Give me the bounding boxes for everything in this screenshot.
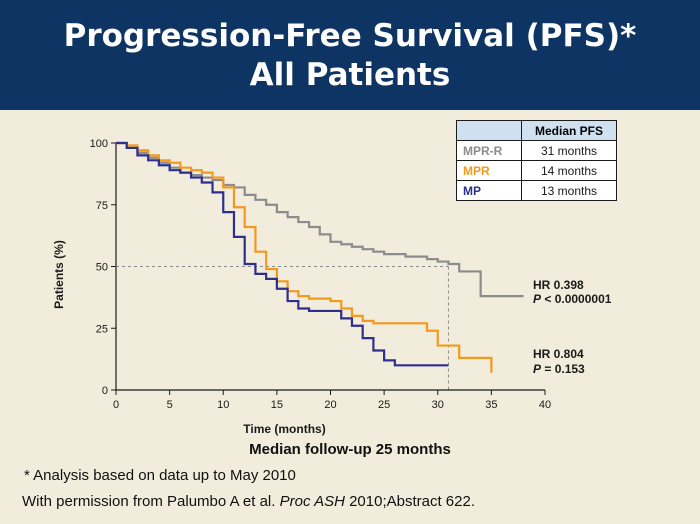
x-axis-label: Time (months)	[243, 422, 325, 436]
y-tick-label: 25	[96, 323, 108, 335]
p-value-mpr-r-label-part: P	[533, 292, 542, 306]
legend-name-mpr: MPR	[456, 160, 522, 181]
followup-note: Median follow-up 25 months	[249, 441, 451, 458]
citation-prefix: With permission from Palumbo A et al.	[22, 493, 280, 510]
legend-name-mp: MP	[456, 180, 522, 201]
x-tick-label: 30	[432, 399, 444, 411]
hr-mpr-vs-mp-label: HR 0.804	[533, 347, 584, 361]
p-value-mpr-label-part: P	[533, 362, 542, 376]
p-value-mpr-r-label-part: < 0.0000001	[541, 292, 612, 306]
x-tick-label: 5	[167, 399, 173, 411]
median-pfs-legend: Median PFS MPR-R 31 months MPR 14 months…	[456, 120, 617, 201]
hr-mpr-r-vs-mp-label-part: HR 0.398	[533, 278, 584, 292]
legend-name-mpr-r: MPR-R	[456, 140, 522, 161]
x-tick-label: 40	[539, 399, 551, 411]
citation-suffix: 2010;Abstract 622.	[344, 493, 475, 510]
pfs-chart: 0 25 50 75 100 0 5 10 15 20 25 30 35 40 Time (months) P…	[52, 138, 612, 436]
footnote: * Analysis based on data up to May 2010	[24, 467, 296, 484]
x-tick-label: 10	[217, 399, 229, 411]
citation: With permission from Palumbo A et al. Pr…	[22, 493, 475, 510]
y-tick-label: 50	[96, 262, 108, 274]
x-tick-label: 0	[113, 399, 119, 411]
y-tick-label: 75	[96, 200, 108, 212]
title-banner	[0, 0, 700, 110]
legend-value-mpr: 14 months	[521, 160, 617, 181]
p-value-mpr-label: P = 0.153	[533, 362, 585, 376]
x-tick-label: 35	[485, 399, 497, 411]
y-axis-label: Patients (%)	[52, 240, 66, 309]
p-value-mpr-r-label: P < 0.0000001	[533, 292, 612, 306]
page-title-line2: All Patients	[249, 57, 451, 93]
page-title-line1: Progression-Free Survival (PFS)*	[63, 18, 637, 54]
hr-mpr-vs-mp-label-part: HR 0.804	[533, 347, 584, 361]
y-tick-label: 0	[102, 385, 108, 397]
legend-value-mp: 13 months	[521, 180, 617, 201]
survival-curve-mp	[116, 141, 449, 367]
survival-curve-mpr	[116, 141, 493, 373]
legend-value-mpr-r: 31 months	[521, 140, 617, 161]
citation-journal: Proc ASH	[279, 493, 345, 510]
hr-mpr-r-vs-mp-label: HR 0.398	[533, 278, 584, 292]
legend-header: Median PFS	[521, 120, 617, 141]
p-value-mpr-label-part: = 0.153	[541, 362, 585, 376]
x-tick-label: 25	[378, 399, 390, 411]
x-tick-label: 15	[271, 399, 283, 411]
y-tick-label: 100	[90, 138, 108, 150]
legend-header-blank	[456, 120, 522, 141]
x-tick-label: 20	[324, 399, 336, 411]
